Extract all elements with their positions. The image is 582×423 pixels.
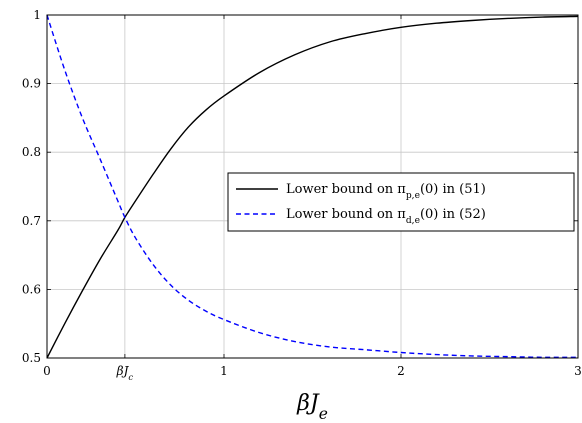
legend-box bbox=[227, 172, 575, 232]
series-layer bbox=[46, 14, 579, 359]
x-tick-label: 0 bbox=[43, 364, 51, 378]
axis-ticks bbox=[46, 14, 579, 359]
legend-label-2: Lower bound on πd,e(0) in (52) bbox=[286, 207, 486, 226]
tick-labels: 0 βJc 1 2 3 0.5 0.6 0.7 0.8 0.9 1 bbox=[22, 8, 582, 382]
legend-label-1: Lower bound on πp,e(0) in (51) bbox=[286, 182, 486, 201]
x-tick-label: 1 bbox=[220, 364, 228, 378]
plot-frame bbox=[46, 14, 579, 359]
y-tick-label: 1 bbox=[33, 8, 41, 22]
series-line-1 bbox=[46, 15, 579, 359]
y-tick-label: 0.6 bbox=[22, 282, 41, 296]
x-tick-label: 3 bbox=[574, 364, 582, 378]
y-tick-label: 0.5 bbox=[22, 351, 41, 365]
x-tick-label: 2 bbox=[397, 364, 405, 378]
x-tick-label: βJc bbox=[116, 364, 134, 382]
legend: Lower bound on πp,e(0) in (51) Lower boun… bbox=[227, 172, 575, 232]
series-line-2 bbox=[46, 14, 579, 359]
y-tick-label: 0.7 bbox=[22, 214, 41, 228]
y-tick-label: 0.9 bbox=[22, 77, 41, 91]
x-axis-label: βJe bbox=[296, 391, 328, 423]
y-tick-label: 0.8 bbox=[22, 145, 41, 159]
